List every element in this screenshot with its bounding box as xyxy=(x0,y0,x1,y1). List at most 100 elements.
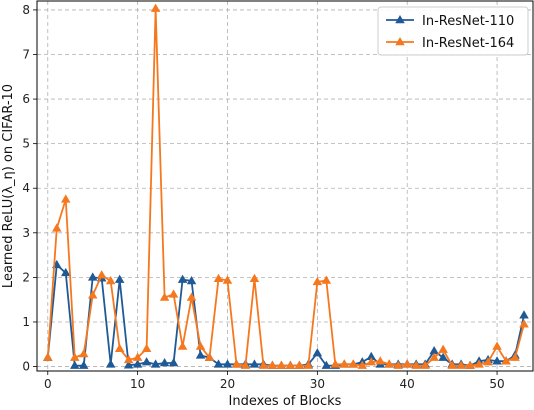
data-point xyxy=(61,267,71,277)
legend-marker xyxy=(395,37,405,46)
data-point xyxy=(312,348,323,357)
y-tick-label: 6 xyxy=(22,92,30,106)
data-point xyxy=(195,350,206,359)
data-point xyxy=(474,359,484,368)
data-point xyxy=(69,360,80,369)
data-point xyxy=(366,357,377,366)
data-point xyxy=(61,194,71,203)
y-tick-label: 4 xyxy=(22,181,30,195)
data-point xyxy=(43,352,53,361)
data-point xyxy=(105,275,116,285)
data-point xyxy=(141,357,152,366)
data-point xyxy=(168,357,179,367)
data-point xyxy=(78,349,89,358)
y-tick-label: 1 xyxy=(22,315,30,329)
legend-entry: In-ResNet-110 xyxy=(386,14,514,29)
y-tick-label: 7 xyxy=(22,47,30,61)
data-point xyxy=(465,360,475,369)
data-point xyxy=(159,357,170,367)
data-point xyxy=(411,360,421,369)
data-point xyxy=(186,275,197,285)
data-point xyxy=(357,360,368,369)
data-point xyxy=(312,276,323,286)
data-point xyxy=(276,360,287,369)
data-point xyxy=(321,360,332,369)
data-point xyxy=(87,272,98,281)
data-point xyxy=(429,345,439,355)
data-point xyxy=(447,360,457,369)
data-point xyxy=(456,360,466,369)
data-point xyxy=(258,360,269,369)
data-point xyxy=(105,359,116,368)
data-point xyxy=(204,352,215,361)
data-point xyxy=(132,359,143,368)
data-point xyxy=(132,352,143,361)
data-point xyxy=(294,360,305,369)
data-point xyxy=(393,360,403,369)
x-tick-label: 30 xyxy=(310,377,325,391)
data-point xyxy=(150,3,161,12)
data-point xyxy=(186,292,197,301)
data-point xyxy=(123,360,134,369)
legend-marker xyxy=(395,15,405,24)
data-point xyxy=(159,292,170,301)
data-point xyxy=(114,343,125,352)
legend-entry: In-ResNet-164 xyxy=(386,36,514,51)
data-point xyxy=(213,273,224,282)
data-point xyxy=(330,359,341,368)
y-axis-label: Learned ReLU(λ_η) on CIFAR-10 xyxy=(1,84,16,288)
data-point xyxy=(510,352,520,361)
data-point xyxy=(222,275,233,284)
data-point xyxy=(348,359,359,368)
data-point xyxy=(177,341,188,350)
data-point xyxy=(195,341,206,350)
y-tick-label: 0 xyxy=(22,360,30,374)
data-point xyxy=(384,359,394,368)
x-tick-label: 50 xyxy=(489,377,504,391)
series-2 xyxy=(43,3,529,369)
data-point xyxy=(285,360,296,369)
data-point xyxy=(267,360,278,369)
series-layer xyxy=(43,3,529,369)
series-line xyxy=(46,7,525,367)
data-point xyxy=(141,343,152,352)
y-tick-label: 5 xyxy=(22,137,30,151)
data-point xyxy=(78,360,89,369)
data-point xyxy=(519,310,529,319)
data-point xyxy=(402,359,412,368)
data-point xyxy=(501,356,511,365)
data-point xyxy=(321,275,332,284)
data-point xyxy=(519,319,529,328)
x-tick-label: 40 xyxy=(400,377,415,391)
data-point xyxy=(438,352,448,361)
data-point xyxy=(249,359,260,368)
data-point xyxy=(96,270,107,279)
data-point xyxy=(483,357,493,366)
data-point xyxy=(420,360,430,369)
legend: In-ResNet-110 In-ResNet-164 xyxy=(377,6,529,56)
y-tick-label: 3 xyxy=(22,226,30,240)
data-point xyxy=(492,356,502,365)
y-tick-label: 8 xyxy=(22,3,30,17)
data-point xyxy=(339,359,350,368)
axis-ticks: 0 10 20 30 40 50 0 1 2 3 4 5 6 7 8 xyxy=(22,3,504,391)
data-point xyxy=(375,356,385,365)
data-point xyxy=(249,273,260,282)
data-point xyxy=(492,341,502,350)
data-point xyxy=(52,223,62,232)
data-point xyxy=(123,354,134,364)
data-point xyxy=(69,352,80,361)
data-point xyxy=(213,359,224,368)
data-point xyxy=(87,290,98,299)
legend-label: In-ResNet-110 xyxy=(422,14,514,29)
data-point xyxy=(168,289,179,298)
data-point xyxy=(222,359,233,368)
data-point xyxy=(366,351,377,360)
data-point xyxy=(150,359,161,368)
grid xyxy=(37,1,533,371)
legend-label: In-ResNet-164 xyxy=(422,36,514,51)
data-point xyxy=(231,359,242,368)
data-point xyxy=(438,344,448,353)
data-point xyxy=(240,360,251,369)
data-point xyxy=(303,360,314,369)
